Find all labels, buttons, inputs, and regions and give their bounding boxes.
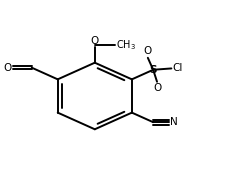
- Text: O: O: [3, 63, 11, 73]
- Text: CH$_3$: CH$_3$: [115, 38, 135, 52]
- Text: N: N: [170, 117, 177, 127]
- Text: Cl: Cl: [171, 63, 182, 73]
- Text: S: S: [149, 65, 156, 75]
- Text: O: O: [152, 83, 160, 93]
- Text: O: O: [90, 36, 99, 46]
- Text: O: O: [143, 46, 151, 56]
